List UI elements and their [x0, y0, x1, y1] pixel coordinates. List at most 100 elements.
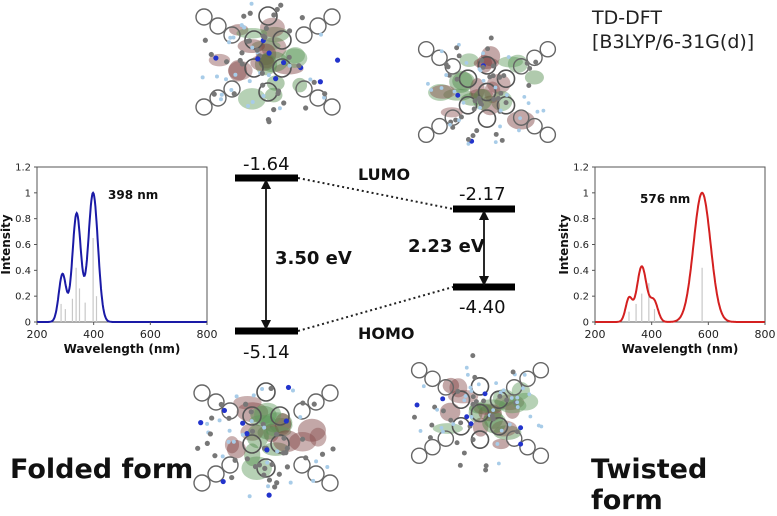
lumo-connector-dotted [297, 177, 454, 210]
orbital-lobe [432, 423, 463, 434]
atom [457, 462, 463, 468]
ring [258, 6, 278, 26]
atom [287, 63, 292, 68]
atom [220, 478, 226, 485]
ring [417, 126, 435, 144]
atom [212, 453, 218, 459]
atom [280, 59, 287, 66]
atom [246, 104, 251, 109]
x-axis-label: Wavelength (nm) [64, 342, 181, 356]
orbital-lobe [255, 43, 277, 66]
atom [496, 461, 501, 466]
atom [278, 2, 284, 8]
atom [303, 455, 309, 461]
orbital-lobe [480, 46, 501, 67]
atom [211, 91, 217, 97]
atom [453, 117, 459, 123]
atom [226, 415, 232, 421]
ring [410, 361, 428, 379]
atom [226, 439, 231, 444]
ring [272, 30, 292, 50]
atom [261, 472, 267, 478]
x-tick-label: 600 [140, 328, 161, 341]
atom [214, 74, 219, 79]
atom [284, 464, 291, 470]
ring [526, 49, 543, 67]
atom [458, 420, 464, 426]
atom [268, 385, 274, 392]
atom [527, 65, 533, 71]
atom [497, 393, 503, 399]
orbital-lobe [226, 440, 246, 459]
atom [457, 118, 461, 123]
y-tick-label: 1.2 [573, 163, 589, 174]
ring [458, 95, 478, 115]
atom [522, 372, 527, 377]
plot-frame [594, 166, 766, 323]
atom [473, 399, 479, 405]
orbital-lobe [524, 70, 544, 85]
absorption-curve [37, 191, 207, 323]
atom [317, 79, 323, 85]
atom [489, 413, 495, 419]
atom [440, 408, 446, 414]
ring [526, 117, 543, 135]
atom [479, 57, 485, 63]
atom [432, 404, 438, 410]
orbital-lobe [428, 84, 453, 101]
y-axis-label: Intensity [557, 214, 571, 274]
y-tick-label: 1.2 [15, 163, 31, 174]
y-axis-label: Intensity [0, 214, 13, 274]
atom [440, 396, 446, 402]
atom [441, 429, 445, 434]
atom [535, 109, 540, 114]
peak-annotation: 576 nm [640, 192, 690, 206]
atom [264, 447, 270, 453]
ring [242, 406, 262, 426]
atom [458, 114, 464, 120]
y-tick-label: 0 [25, 318, 31, 329]
x-tick-label: 200 [27, 328, 48, 341]
atom [195, 445, 201, 451]
atom [483, 463, 489, 469]
orbital-lobe [258, 51, 288, 73]
atom [274, 480, 280, 486]
x-tick-label: 200 [585, 328, 606, 341]
atom [202, 37, 208, 43]
atom [481, 398, 487, 404]
atom [330, 446, 336, 452]
atom [262, 465, 268, 471]
ring [195, 98, 213, 116]
atom [290, 388, 295, 393]
twisted-lumo-orbital-image [417, 35, 557, 146]
atom [318, 32, 323, 37]
y-tick-label: 0.6 [573, 240, 589, 251]
ring [437, 379, 455, 396]
orbital-lobe [288, 432, 317, 452]
atom [466, 141, 471, 146]
atom [533, 59, 539, 65]
atom [300, 400, 306, 406]
atom [249, 428, 256, 434]
peak-annotation: 398 nm [108, 188, 158, 202]
atom [521, 386, 525, 391]
ring [410, 447, 428, 465]
atom [526, 83, 532, 88]
atom [470, 353, 476, 359]
orbital-lobe [459, 53, 479, 68]
orbital-lobe [266, 75, 285, 91]
atom [427, 435, 433, 441]
atom [510, 369, 516, 375]
atom [429, 88, 434, 92]
atom [446, 72, 452, 78]
ring [431, 117, 448, 135]
ring [223, 26, 241, 44]
orbital-lobe [236, 27, 268, 39]
atom [303, 105, 309, 111]
atom [485, 46, 491, 52]
atom [319, 451, 326, 457]
folded-lumo-orbital-image [195, 1, 341, 125]
atom [439, 425, 444, 430]
atom [487, 74, 493, 80]
